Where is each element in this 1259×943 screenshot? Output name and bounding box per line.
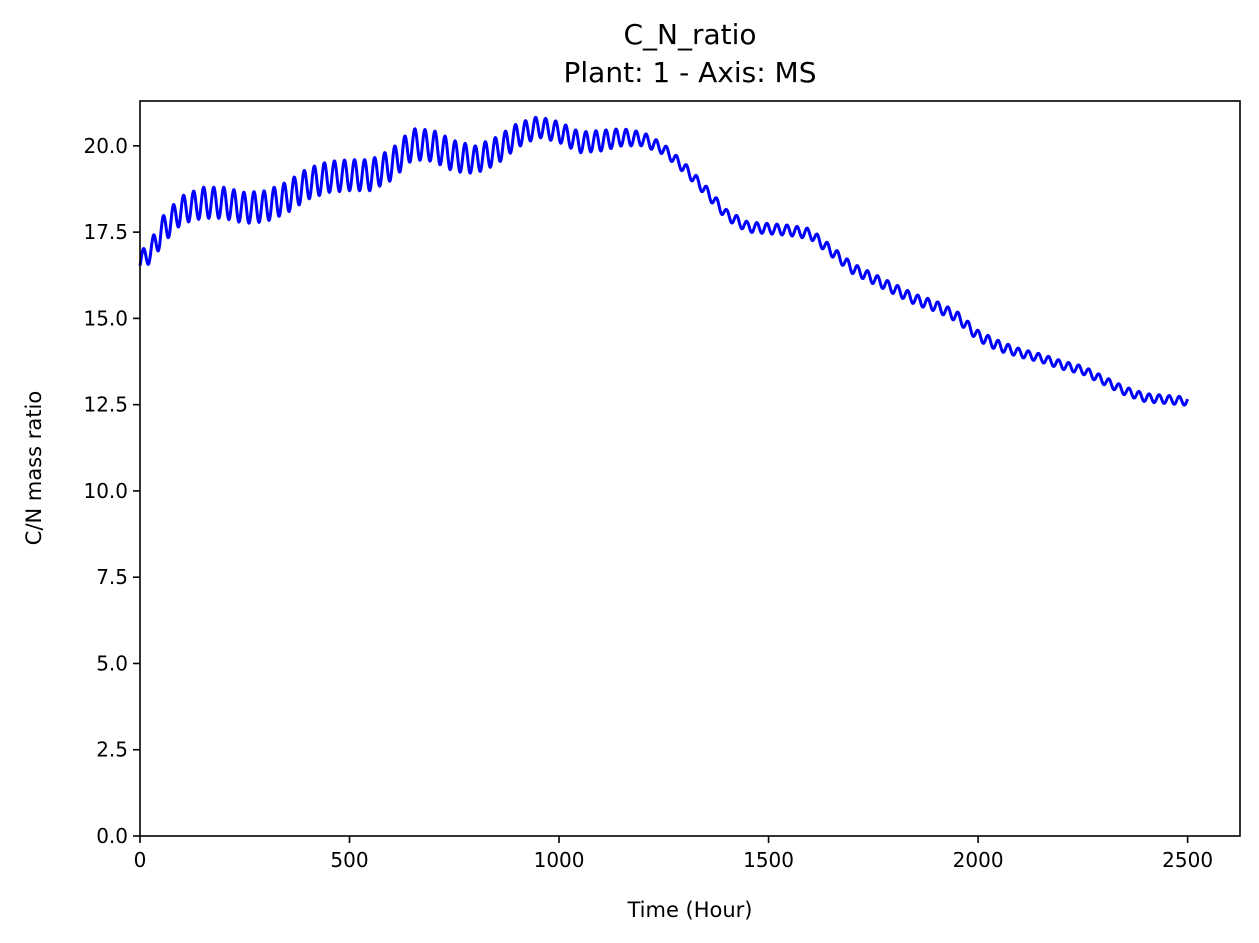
x-tick-label: 2500 [1162,848,1213,872]
y-tick-label: 17.5 [83,220,128,244]
y-axis-label: C/N mass ratio [22,391,46,545]
y-tick-label: 2.5 [96,738,128,762]
series-layer [138,115,1189,407]
y-axis-ticks: 0.0 2.5 5.0 7.5 10.0 12.5 15.0 17.5 20.0 [83,134,140,848]
y-tick-label: 15.0 [83,306,128,330]
chart-subtitle: Plant: 1 - Axis: MS [564,56,817,89]
x-tick-label: 1500 [743,848,794,872]
y-tick-label: 5.0 [96,651,128,675]
x-axis-label: Time (Hour) [626,898,752,922]
chart-title: C_N_ratio [623,18,756,51]
x-tick-label: 0 [134,848,147,872]
x-axis-ticks: 0 500 1000 1500 2000 2500 [134,836,1213,872]
series-line [138,115,1189,407]
y-tick-label: 20.0 [83,134,128,158]
y-tick-label: 10.0 [83,479,128,503]
x-tick-label: 500 [330,848,368,872]
plot-area [140,101,1240,836]
y-tick-label: 0.0 [96,824,128,848]
x-tick-label: 2000 [953,848,1004,872]
y-tick-label: 7.5 [96,565,128,589]
y-tick-label: 12.5 [83,393,128,417]
plot-frame [139,100,1241,837]
x-tick-label: 1000 [534,848,585,872]
